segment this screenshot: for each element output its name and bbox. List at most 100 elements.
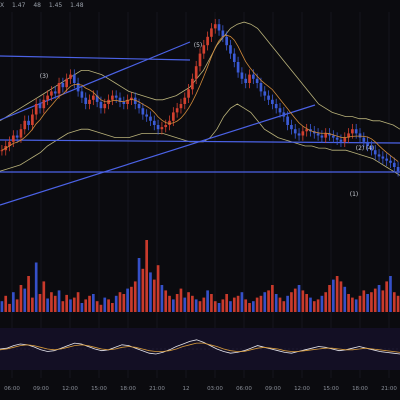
volume-bar (76, 292, 80, 312)
candle-body (206, 36, 209, 46)
candle-body (225, 36, 228, 46)
volume-bar (278, 297, 282, 312)
candle-body (328, 133, 331, 136)
volume-bar (362, 290, 366, 312)
candle-body (0, 150, 4, 152)
candle-body (76, 83, 80, 92)
candle-body (293, 129, 297, 134)
candle-body (343, 137, 347, 142)
candle-body (358, 133, 362, 138)
candle-body (366, 141, 369, 146)
volume-bar (122, 294, 126, 312)
candle-body (156, 125, 160, 130)
candle-body (370, 146, 373, 151)
candle-body (12, 135, 15, 142)
candle-body (312, 131, 316, 134)
volume-bar (95, 301, 99, 312)
candle-body (396, 167, 400, 172)
candle-body (172, 112, 175, 121)
volume-bar (57, 290, 61, 312)
x-tick-label: 09:00 (265, 386, 281, 392)
volume-bar (0, 301, 4, 312)
volume-bar (149, 272, 152, 312)
volume-bar (252, 301, 255, 312)
high-value: 48 (33, 2, 41, 9)
candle-body (65, 78, 68, 88)
candle-body (316, 133, 320, 136)
candle-body (42, 99, 46, 109)
volume-bar (293, 288, 297, 312)
candle-body (221, 30, 225, 37)
candle-body (286, 116, 289, 125)
candle-body (271, 99, 274, 104)
candle-body (99, 101, 103, 109)
candle-body (255, 78, 259, 83)
volume-bar (19, 285, 23, 312)
volume-bar (145, 240, 148, 312)
x-tick-label: 06:00 (236, 386, 252, 392)
candle-body (179, 104, 183, 109)
volume-bar (130, 286, 133, 312)
candle-body (191, 78, 194, 90)
volume-bar (137, 258, 141, 312)
candle-body (61, 83, 65, 88)
candle-body (210, 28, 213, 37)
candle-body (377, 154, 381, 157)
candle-body (114, 95, 118, 98)
candle-body (263, 91, 267, 96)
volume-bar (92, 294, 95, 312)
candle-body (145, 114, 148, 117)
volume-bar (301, 290, 305, 312)
volume-bar (290, 292, 293, 312)
candle-body (229, 45, 232, 54)
candle-body (278, 108, 282, 113)
volume-bar (50, 292, 53, 312)
candle-body (244, 78, 248, 83)
volume-bar (389, 276, 392, 312)
wave-label: (2) (356, 145, 365, 152)
volume-bar (339, 281, 343, 312)
candle-body (160, 127, 164, 130)
volume-bar (259, 295, 263, 312)
candle-body (202, 45, 206, 54)
candle-body (232, 53, 236, 62)
resistance-trendline (0, 55, 191, 61)
candle-body (236, 62, 240, 73)
x-tick-label: 15:00 (323, 386, 339, 392)
candle-body (354, 129, 358, 134)
candle-body (27, 120, 30, 125)
candle-body (118, 97, 122, 102)
volume-bar (373, 288, 377, 312)
volume-bar (4, 295, 8, 312)
candle-body (274, 104, 278, 109)
volume-bar (225, 294, 228, 312)
low-value: 1.45 (48, 2, 63, 9)
volume-bar (255, 297, 259, 312)
candle-body (130, 97, 133, 100)
volume-bar (179, 288, 183, 312)
volume-bar (347, 294, 350, 312)
upper-band-line (0, 21, 400, 130)
volume-bar (34, 262, 38, 312)
volume-bar (191, 295, 194, 312)
volume-bar (354, 299, 358, 312)
volume-bar (312, 301, 316, 312)
x-tick-label: 21:00 (149, 386, 165, 392)
volume-bar (15, 299, 19, 312)
wave-label: (5) (194, 42, 203, 49)
candle-body (152, 120, 156, 125)
candle-body (217, 24, 221, 31)
volume-bar (236, 295, 240, 312)
candle-body (57, 83, 61, 94)
candle-body (198, 53, 202, 67)
candle-body (133, 97, 137, 104)
candle-body (297, 133, 301, 136)
volume-bar (248, 303, 251, 312)
x-tick-label: 15:00 (91, 386, 107, 392)
x-tick-label: 12:00 (294, 386, 310, 392)
x-tick-label: 06:00 (4, 386, 20, 392)
candle-body (381, 156, 385, 159)
open-value: 1.47 (12, 2, 26, 9)
candle-body (240, 72, 244, 79)
